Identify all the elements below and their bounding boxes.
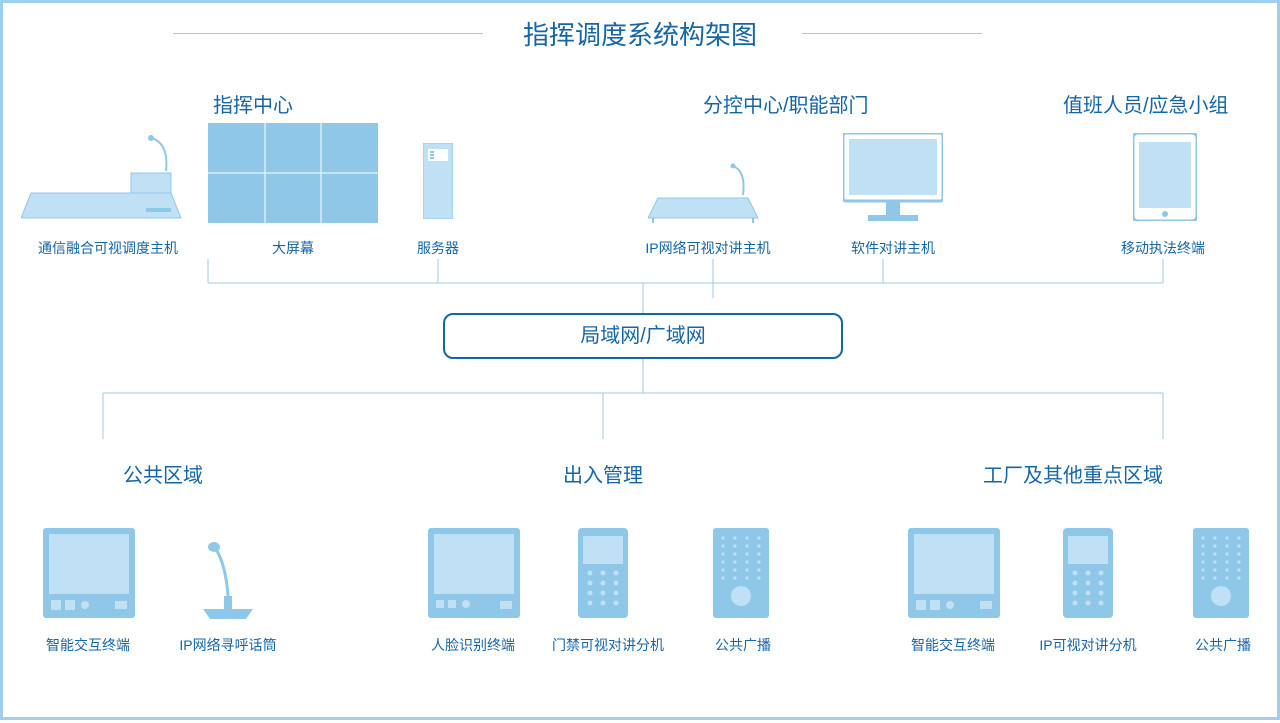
- device-label: IP可视对讲分机: [1023, 635, 1153, 655]
- section-title: 值班人员/应急小组: [1063, 89, 1229, 118]
- face-terminal-icon: [428, 528, 520, 618]
- section-title: 指挥中心: [213, 89, 293, 118]
- network-box: 局域网/广域网: [443, 313, 843, 359]
- ip-console-icon: [648, 163, 768, 223]
- section-title: 分控中心/职能部门: [703, 89, 869, 118]
- device-label: IP网络可视对讲主机: [628, 238, 788, 258]
- diagram-title: 指挥调度系统构架图: [3, 15, 1277, 52]
- door-phone-icon: [1063, 528, 1113, 618]
- device-label: 公共广播: [698, 635, 788, 655]
- network-label: 局域网/广域网: [580, 325, 706, 347]
- section-title: 工厂及其他重点区域: [983, 459, 1163, 488]
- title-text: 指挥调度系统构架图: [523, 20, 757, 50]
- device-label: 移动执法终端: [1103, 238, 1223, 258]
- title-rule-left: [173, 33, 483, 34]
- device-label: 大屏幕: [253, 238, 333, 258]
- device-label: 通信融合可视调度主机: [18, 238, 198, 258]
- section-title: 公共区域: [123, 459, 203, 488]
- device-label: 软件对讲主机: [833, 238, 953, 258]
- device-label: 人脸识别终端: [418, 635, 528, 655]
- server-icon: [423, 143, 453, 219]
- smart-terminal-icon: [908, 528, 1000, 618]
- device-label: IP网络寻呼话筒: [163, 635, 293, 655]
- speaker-panel-icon: [1193, 528, 1249, 618]
- pc-monitor-icon: [843, 133, 943, 225]
- device-label: 智能交互终端: [898, 635, 1008, 655]
- tablet-icon: [1133, 133, 1197, 221]
- video-wall-icon: [208, 123, 378, 233]
- smart-terminal-icon: [43, 528, 135, 618]
- device-label: 服务器: [408, 238, 468, 258]
- device-label: 门禁可视对讲分机: [538, 635, 678, 655]
- dispatch-console-icon: [21, 133, 191, 223]
- device-label: 智能交互终端: [33, 635, 143, 655]
- section-title: 出入管理: [563, 459, 643, 488]
- title-rule-right: [802, 33, 982, 34]
- door-phone-icon: [578, 528, 628, 618]
- speaker-panel-icon: [713, 528, 769, 618]
- paging-mic-icon: [198, 541, 258, 621]
- device-label: 公共广播: [1178, 635, 1268, 655]
